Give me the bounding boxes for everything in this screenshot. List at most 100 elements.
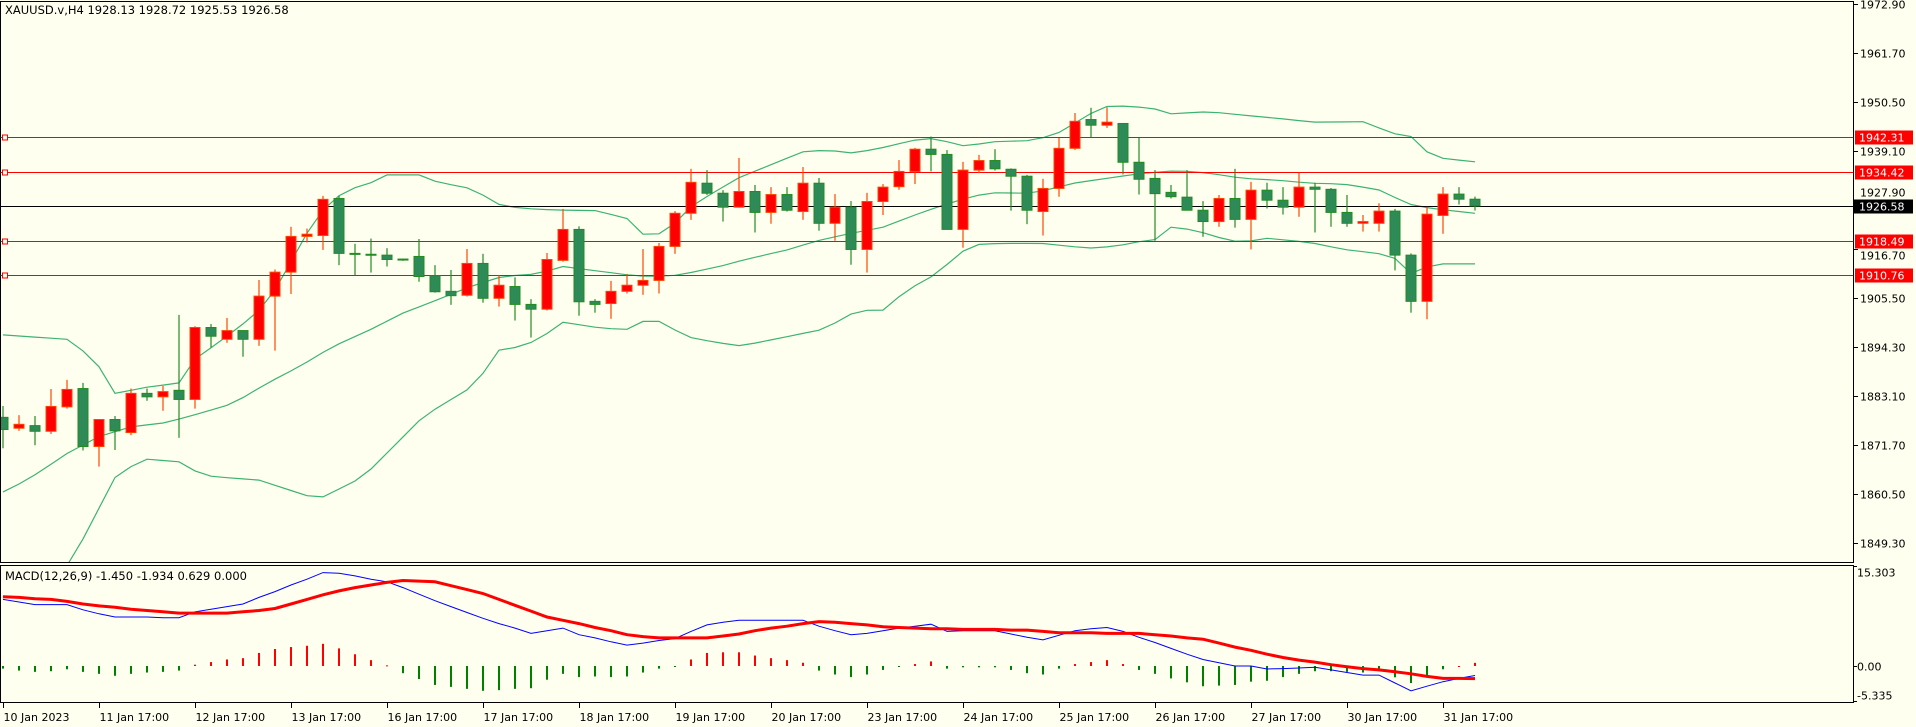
macd-histogram-bar bbox=[466, 666, 468, 689]
level-handle-icon[interactable] bbox=[2, 272, 8, 279]
level-price-label: 1942.31 bbox=[1859, 132, 1905, 145]
macd-histogram-bar bbox=[98, 666, 100, 674]
time-tick-label: 31 Jan 17:00 bbox=[1444, 711, 1514, 724]
candle-body bbox=[925, 148, 937, 155]
bull-candle bbox=[125, 388, 137, 436]
candle-body bbox=[13, 423, 25, 429]
horizontal-levels[interactable] bbox=[1, 134, 1853, 279]
bollinger-middle-band bbox=[2, 170, 1476, 493]
macd-histogram-bar bbox=[738, 652, 740, 666]
macd-histogram-bar bbox=[1154, 666, 1156, 674]
macd-histogram-bar bbox=[546, 666, 548, 680]
bull-candle bbox=[621, 273, 633, 294]
macd-histogram-bar bbox=[82, 666, 84, 672]
candle-body bbox=[93, 419, 105, 448]
macd-histogram-bar bbox=[66, 666, 68, 670]
level-price-tag bbox=[1855, 268, 1913, 283]
bear-candle bbox=[509, 277, 521, 321]
macd-histogram-bar bbox=[1106, 660, 1108, 666]
candle-body bbox=[1293, 186, 1305, 208]
price-tick-label: 1871.70 bbox=[1860, 440, 1906, 453]
candle-body bbox=[893, 170, 905, 188]
macd-main-line bbox=[2, 572, 1476, 692]
macd-tick-label: -5.335 bbox=[1857, 690, 1892, 703]
bull-candle bbox=[189, 326, 201, 409]
macd-histogram-bar bbox=[1442, 666, 1444, 670]
macd-histogram-bar bbox=[514, 666, 516, 689]
level-price-tag bbox=[1855, 234, 1913, 249]
level-handle-icon[interactable] bbox=[2, 169, 8, 176]
level-handle-icon[interactable] bbox=[2, 134, 8, 141]
bull-candle bbox=[1293, 172, 1305, 217]
candle-body bbox=[1389, 210, 1401, 256]
candle-body bbox=[77, 388, 89, 448]
macd-histogram-bar bbox=[1090, 662, 1092, 666]
bear-candle bbox=[1181, 170, 1193, 211]
candle-body bbox=[637, 279, 649, 286]
bear-candle bbox=[429, 265, 441, 293]
macd-histogram-bar bbox=[226, 659, 228, 666]
candle-body bbox=[557, 228, 569, 261]
macd-histogram-bar bbox=[562, 666, 564, 674]
bear-candle bbox=[1389, 208, 1401, 271]
macd-histogram-bar bbox=[242, 658, 244, 666]
candle-body bbox=[1005, 168, 1017, 177]
candle-body bbox=[1213, 197, 1225, 223]
macd-histogram-bar bbox=[610, 666, 612, 678]
candle-body bbox=[589, 300, 601, 305]
bull-candle bbox=[157, 385, 169, 411]
bull-candle bbox=[797, 167, 809, 220]
macd-histogram-bar bbox=[1218, 666, 1220, 686]
candle-body bbox=[1437, 193, 1449, 216]
bear-candle bbox=[941, 150, 953, 230]
bid-price-tag bbox=[1854, 199, 1913, 214]
bull-candle bbox=[669, 211, 681, 254]
price-tick-label: 1860.50 bbox=[1860, 489, 1906, 502]
time-tick-label: 16 Jan 17:00 bbox=[388, 711, 458, 724]
candle-body bbox=[349, 252, 361, 255]
bear-candle bbox=[717, 190, 729, 222]
candle-body bbox=[1325, 188, 1337, 213]
candle-body bbox=[205, 327, 217, 337]
bollinger-upper-band bbox=[2, 105, 1476, 394]
price-tick-label: 1972.90 bbox=[1860, 0, 1906, 12]
price-tick-label: 1927.90 bbox=[1860, 187, 1906, 200]
price-axis[interactable]: 1972.90 1961.70 1950.50 1939.10 1927.90 1916.… bbox=[1853, 0, 1906, 563]
time-tick-label: 27 Jan 17:00 bbox=[1252, 711, 1322, 724]
candle-body bbox=[1261, 189, 1273, 201]
bull-candle bbox=[221, 317, 233, 343]
candle-body bbox=[45, 405, 57, 432]
macd-histogram-bar bbox=[402, 666, 404, 674]
price-tick-label: 1939.10 bbox=[1860, 146, 1906, 159]
candle-body bbox=[1453, 193, 1465, 200]
candle-body bbox=[877, 186, 889, 203]
macd-title: MACD(12,26,9) -1.450 -1.934 0.629 0.000 bbox=[5, 569, 247, 583]
bear-candle bbox=[1117, 122, 1129, 175]
bear-candle bbox=[1149, 170, 1161, 241]
bull-candle bbox=[1037, 178, 1049, 236]
macd-histogram-bar bbox=[322, 643, 324, 666]
level-handle-icon[interactable] bbox=[2, 238, 8, 245]
macd-histogram-bar bbox=[1266, 666, 1268, 681]
macd-histogram-bar bbox=[1346, 666, 1348, 672]
candle-body bbox=[413, 255, 425, 277]
macd-indicator bbox=[2, 572, 1476, 692]
level-price-label: 1918.49 bbox=[1859, 236, 1905, 249]
macd-histogram-bar bbox=[1186, 666, 1188, 683]
bear-candle bbox=[141, 388, 153, 401]
bull-candle bbox=[1437, 187, 1449, 234]
bull-candle bbox=[973, 154, 985, 174]
macd-histogram-bar bbox=[1058, 666, 1060, 669]
candle-body bbox=[1069, 120, 1081, 149]
candle-body bbox=[541, 258, 553, 310]
bull-candle bbox=[861, 192, 873, 273]
bear-candle bbox=[397, 258, 409, 261]
time-tick-label: 23 Jan 17:00 bbox=[868, 711, 938, 724]
macd-histogram-bar bbox=[850, 666, 852, 678]
candle-body bbox=[1277, 199, 1289, 208]
bull-candle bbox=[1421, 206, 1433, 320]
time-axis[interactable]: 10 Jan 2023 11 Jan 17:00 12 Jan 17:00 13 Ja… bbox=[3, 703, 1514, 724]
bid-price-label: 1926.58 bbox=[1859, 201, 1905, 214]
